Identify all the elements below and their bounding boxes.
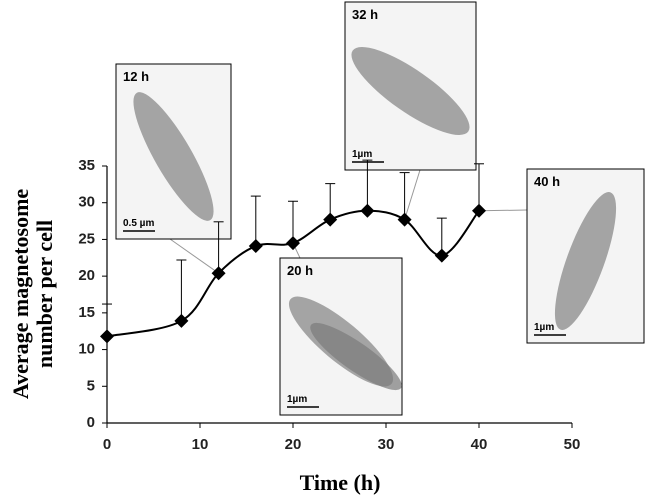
x-axis-title: Time (h) (300, 470, 381, 495)
marker (248, 239, 263, 254)
line (106, 209, 480, 338)
y-tick-label: 15 (78, 304, 95, 321)
x-tick-label: 0 (103, 436, 111, 453)
y-axis-title: Average magnetosome number per cell (8, 189, 57, 400)
cell (133, 92, 214, 221)
inset-connector (404, 169, 421, 220)
y-tick-label: 35 (78, 157, 95, 174)
scale-bar-label: 1µm (287, 394, 307, 405)
inset-label: 12 h (123, 69, 149, 84)
marker (100, 329, 114, 344)
y-tick-label: 5 (87, 377, 95, 394)
x-tick-label: 40 (471, 436, 488, 453)
inset: 12 h 0.5 µm (115, 63, 232, 240)
inset-connector (169, 238, 219, 274)
marker (323, 212, 338, 227)
inset: 20 h 1µm (279, 257, 403, 416)
marker (472, 203, 486, 218)
cell (310, 322, 402, 391)
inset-label: 20 h (287, 263, 313, 278)
y-tick-label: 25 (78, 230, 95, 247)
marker (286, 236, 300, 251)
y-axis-title-line: Average magnetosome (8, 189, 33, 400)
inset-connector (478, 209, 528, 212)
y-tick-label: 0 (87, 414, 95, 431)
inset-label: 32 h (352, 7, 378, 22)
y-axis-title-line: number per cell (32, 220, 57, 368)
scale-bar-label: 0.5 µm (123, 218, 154, 229)
x-tick-label: 30 (378, 436, 395, 453)
inset: 40 h 1µm (526, 168, 645, 344)
y-tick-label: 20 (78, 267, 95, 284)
scale-bar-label: 1µm (534, 322, 554, 333)
x-tick-label: 50 (564, 436, 581, 453)
inset-label: 40 h (534, 174, 560, 189)
x-tick-label: 20 (285, 436, 302, 453)
y-tick-label: 30 (78, 194, 95, 211)
x-tick-label: 10 (192, 436, 209, 453)
marker (360, 203, 375, 218)
cell (554, 192, 617, 330)
marker (174, 313, 189, 328)
marker (397, 212, 412, 227)
marker (211, 266, 226, 281)
cell (351, 47, 470, 135)
inset: 32 h 1µm (344, 1, 477, 171)
scale-bar-label: 1µm (352, 149, 372, 160)
marker (434, 248, 449, 263)
y-tick-label: 10 (78, 341, 95, 358)
